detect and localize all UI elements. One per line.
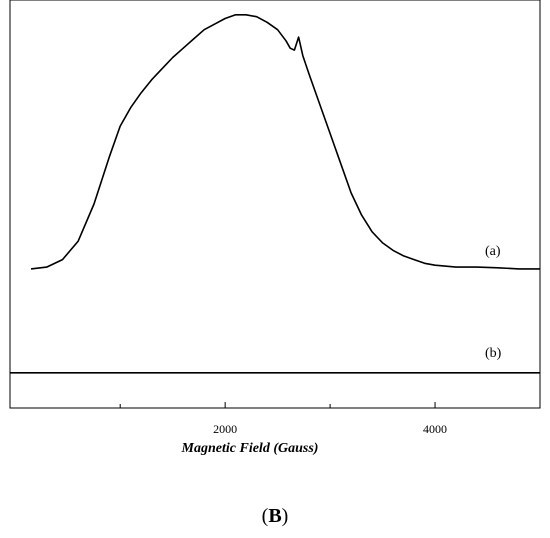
panel-label-close: ) bbox=[281, 505, 289, 527]
series-group bbox=[10, 14, 540, 374]
panel-label: (B) bbox=[0, 505, 550, 528]
plot-frame bbox=[9, 0, 541, 409]
panel-label-letter: B bbox=[268, 505, 282, 527]
x-tick-label: 4000 bbox=[423, 422, 447, 436]
x-tick-label: 2000 bbox=[213, 422, 237, 436]
curve-label-a: (a) bbox=[485, 244, 501, 259]
series-line-a bbox=[30, 14, 540, 270]
x-axis-title: Magnetic Field (Gauss) bbox=[181, 441, 319, 456]
panel-label-open: ( bbox=[261, 505, 269, 527]
x-ticks: 2000 4000 bbox=[119, 402, 447, 436]
curve-label-b: (b) bbox=[485, 346, 502, 361]
